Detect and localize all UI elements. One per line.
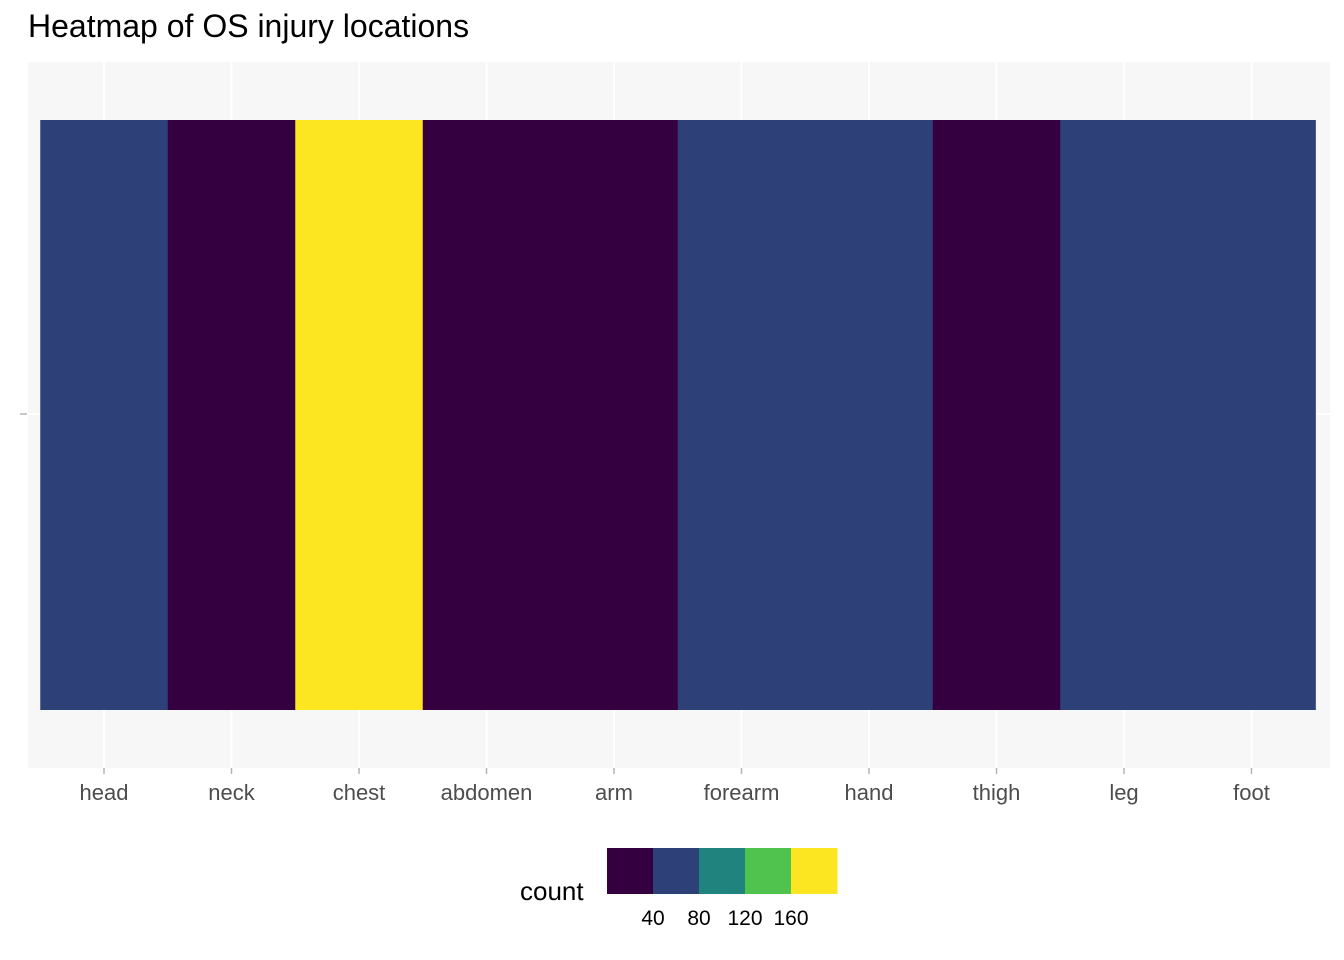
tile-thigh xyxy=(932,120,1061,710)
tile-forearm xyxy=(677,120,806,710)
legend-break-label-80: 80 xyxy=(687,907,710,930)
x-tick-label-leg: leg xyxy=(1109,780,1138,805)
x-tick-label-hand: hand xyxy=(845,780,894,805)
legend-key-4 xyxy=(791,848,838,894)
tile-abdomen xyxy=(422,120,551,710)
legend-break-label-120: 120 xyxy=(727,907,762,930)
chart-title: Heatmap of OS injury locations xyxy=(28,8,470,44)
x-tick-label-foot: foot xyxy=(1233,780,1270,805)
x-tick-label-neck: neck xyxy=(208,780,255,805)
legend-break-label-160: 160 xyxy=(773,907,808,930)
tile-hand xyxy=(805,120,934,710)
legend-key-2 xyxy=(699,848,746,894)
x-axis: head neck chest abdomen arm forearm hand thigh l… xyxy=(80,768,1270,805)
legend-key-0 xyxy=(607,848,654,894)
x-tick-label-head: head xyxy=(80,780,129,805)
x-tick-label-abdomen: abdomen xyxy=(441,780,533,805)
x-tick-label-chest: chest xyxy=(333,780,386,805)
legend-break-label-40: 40 xyxy=(641,907,664,930)
x-tick-label-thigh: thigh xyxy=(973,780,1021,805)
heatmap-tiles xyxy=(40,120,1316,710)
legend-title: count xyxy=(520,876,584,906)
tile-neck xyxy=(167,120,296,710)
tile-foot xyxy=(1187,120,1316,710)
x-tick-label-arm: arm xyxy=(595,780,633,805)
x-tick-label-forearm: forearm xyxy=(704,780,780,805)
tile-head xyxy=(40,120,169,710)
tile-leg xyxy=(1060,120,1189,710)
legend: count 40 80 120 160 xyxy=(520,848,838,930)
legend-key-1 xyxy=(653,848,700,894)
tile-arm xyxy=(550,120,679,710)
tile-chest xyxy=(295,120,424,710)
legend-key-3 xyxy=(745,848,792,894)
